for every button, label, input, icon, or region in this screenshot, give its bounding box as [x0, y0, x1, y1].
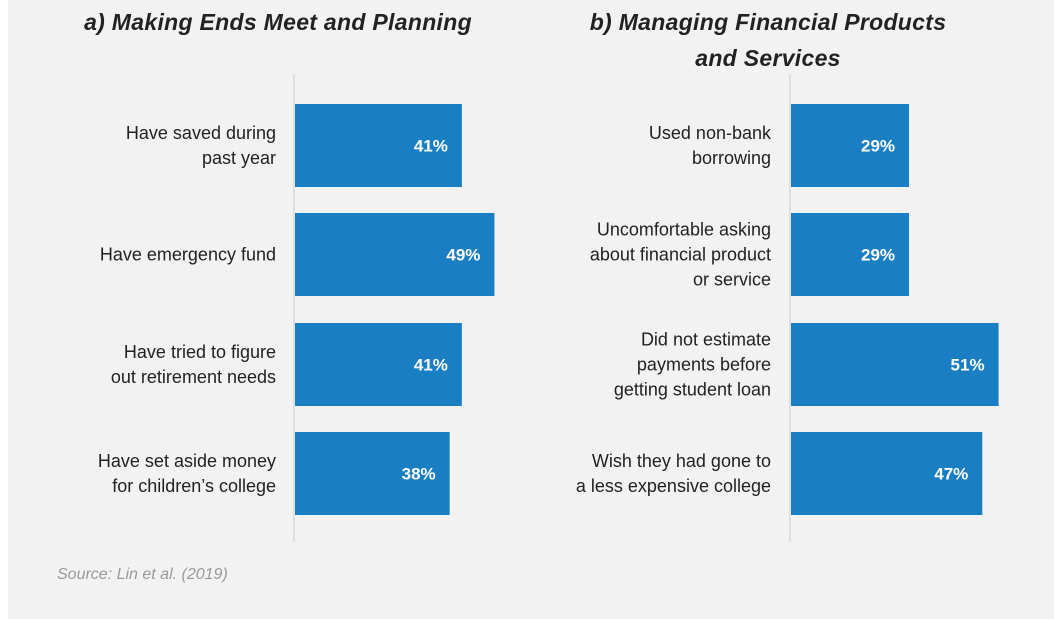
chart-b-category-line: borrowing — [692, 148, 771, 168]
chart-b-value-label-2: 29% — [861, 246, 895, 265]
chart-b-category-label-2: Uncomfortable asking about financial prod… — [590, 220, 771, 290]
chart-a-bar-1 — [295, 104, 462, 187]
chart-b-category-line: getting student loan — [614, 380, 771, 400]
chart-b-category-label-3: Did not estimate payments before getting s… — [614, 330, 771, 400]
chart-b-value-label-1: 29% — [861, 137, 895, 156]
chart-b-bar-3 — [791, 323, 999, 406]
chart-b-bar-1 — [791, 104, 910, 187]
chart-a-value-label-1: 41% — [414, 137, 448, 156]
chart-a-category-label-3: Have tried to figure out retirement needs — [111, 342, 276, 387]
chart-a-category-line: Have emergency fund — [100, 245, 276, 265]
chart-b-title: b) Managing Financial Products and Servi… — [589, 9, 947, 71]
chart-b-bar-2 — [791, 213, 910, 296]
chart-b-category-line: about financial product — [590, 245, 771, 265]
chart-b-category-line: Uncomfortable asking — [597, 220, 771, 240]
chart-a-category-label-1: Have saved during past year — [126, 123, 276, 168]
chart-a-category-line: Have tried to figure — [124, 342, 276, 362]
chart-a-bar-4 — [295, 432, 450, 515]
chart-a-category-line: out retirement needs — [111, 367, 276, 387]
chart-b-category-line: a less expensive college — [576, 476, 771, 496]
chart-a-value-label-3: 41% — [414, 356, 448, 375]
chart-a-value-label-4: 38% — [402, 465, 436, 484]
chart-b-category-line: Used non-bank — [649, 123, 772, 143]
chart-a-category-label-2: Have emergency fund — [100, 245, 276, 265]
chart-a-title: a) Making Ends Meet and Planning — [84, 9, 472, 35]
chart-a-category-line: past year — [202, 148, 276, 168]
chart-b-value-label-4: 47% — [934, 465, 968, 484]
source-note: Source: Lin et al. (2019) — [57, 566, 228, 583]
chart-a-category-line: Have saved during — [126, 123, 276, 143]
chart-b-bar-4 — [791, 432, 983, 515]
chart-a-category-line: for children’s college — [112, 476, 276, 496]
chart-a-category-line: Have set aside money — [98, 451, 276, 471]
chart-panel: a) Making Ends Meet and Planning b) Mana… — [8, 0, 1054, 619]
chart-b-category-line: Did not estimate — [641, 330, 771, 350]
chart-a-bar-3 — [295, 323, 462, 406]
chart-a-bar-2 — [295, 213, 495, 296]
chart-b-category-line: Wish they had gone to — [592, 451, 771, 471]
chart-b-category-line: or service — [693, 270, 771, 290]
chart-a-category-label-4: Have set aside money for children’s colle… — [98, 451, 276, 496]
chart-a-value-label-2: 49% — [446, 246, 480, 265]
chart-b-category-line: payments before — [637, 355, 771, 375]
chart-b-value-label-3: 51% — [951, 356, 985, 375]
chart-b-category-label-1: Used non-bank borrowing — [649, 123, 772, 168]
chart-b-category-label-4: Wish they had gone to a less expensive co… — [576, 451, 771, 496]
